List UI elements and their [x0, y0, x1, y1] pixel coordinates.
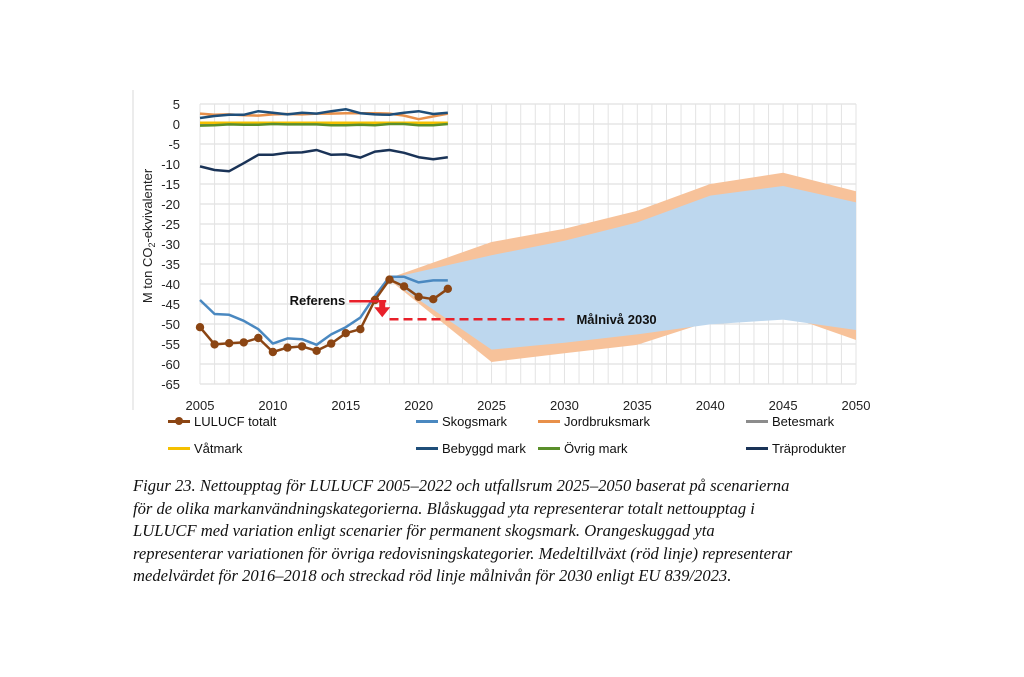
caption-line-1: Figur 23. Nettoupptag för LULUCF 2005–20…: [133, 476, 790, 495]
legend-label: Betesmark: [772, 414, 835, 429]
series-line-1: [199, 275, 448, 347]
x-tick-label: 2010: [258, 398, 287, 410]
y-axis-label: M ton CO2-ekvivalenter: [140, 168, 157, 303]
legend-swatch: [416, 420, 438, 423]
data-point: [297, 342, 307, 351]
chart: Målnivå 2030 Referens 5 0 -5 -10 -15 -20 -25 -3…: [132, 90, 871, 410]
red-down-arrow-icon: [374, 301, 391, 318]
y-axis: 5 0 -5 -10 -15 -20 -25 -30 -35 -40 -45 -50 -55 -60 -65: [161, 97, 180, 392]
data-point: [399, 282, 409, 291]
x-axis: 2005 2010 2015 2020 2025 2030 2035 2040 2045 2050: [186, 398, 871, 410]
x-tick-label: 2050: [842, 398, 871, 410]
y-tick-label: -55: [161, 337, 180, 352]
y-tick-label: -50: [161, 317, 180, 332]
legend-item: Övrig mark: [538, 441, 628, 456]
data-point: [239, 338, 248, 347]
legend-item: Betesmark: [746, 414, 834, 429]
x-tick-label: 2040: [696, 398, 725, 410]
legend-item: Bebyggd mark: [416, 441, 526, 456]
caption-line-4: representerar variationen för övriga red…: [133, 543, 793, 563]
data-point: [385, 275, 394, 284]
x-tick-label: 2045: [769, 398, 798, 410]
data-point: [341, 329, 350, 338]
y-tick-label: 5: [173, 97, 180, 112]
caption-line-3: LULUCF med variation enligt scenarier fö…: [133, 521, 715, 540]
legend-item: Jordbruksmark: [538, 414, 650, 429]
annotations: Målnivå 2030 Referens: [290, 293, 657, 327]
ylabel-sub: 2: [147, 243, 157, 248]
data-point: [268, 347, 278, 357]
legend-label: Träprodukter: [772, 441, 846, 456]
legend-marker-icon: [175, 417, 183, 425]
data-point: [224, 339, 234, 348]
series-line-5: [199, 107, 448, 120]
projection-bands: [389, 172, 856, 362]
malniva-2030-label: Målnivå 2030: [576, 312, 656, 327]
legend-item: Våtmark: [168, 441, 242, 456]
legend: LULUCF totalt Skogsmark Jordbruksmark Betes…: [168, 414, 868, 460]
series-line-7: [199, 148, 448, 173]
y-tick-label: -5: [168, 137, 180, 152]
legend-swatch: [168, 417, 190, 425]
y-tick-label: -15: [161, 177, 180, 192]
y-tick-label: -20: [161, 197, 180, 212]
legend-label: Övrig mark: [564, 441, 628, 456]
y-tick-label: -25: [161, 217, 180, 232]
ylabel-prefix: M ton CO: [140, 248, 155, 304]
data-point: [312, 346, 321, 355]
data-point: [210, 340, 219, 349]
data-point: [327, 339, 336, 348]
data-point: [429, 295, 438, 304]
caption-line-2: för de olika markanvändningskategorierna…: [133, 498, 755, 518]
legend-swatch: [746, 420, 768, 423]
y-tick-label: -65: [161, 377, 180, 392]
x-tick-label: 2030: [550, 398, 579, 410]
y-tick-label: -40: [161, 277, 180, 292]
data-point: [414, 292, 423, 301]
band-1: [389, 186, 856, 350]
y-tick-label: -35: [161, 257, 180, 272]
y-tick-label: -45: [161, 297, 180, 312]
caption-line-5: medelvärdet för 2016–2018 och streckad r…: [133, 566, 732, 585]
x-tick-label: 2020: [404, 398, 433, 410]
data-point: [356, 325, 365, 334]
legend-label: LULUCF totalt: [194, 414, 277, 429]
legend-swatch: [746, 447, 768, 450]
data-point: [443, 284, 453, 293]
series-line-0: [199, 278, 449, 354]
y-tick-label: -60: [161, 357, 180, 372]
legend-item: Träprodukter: [746, 441, 846, 456]
x-tick-label: 2005: [186, 398, 215, 410]
legend-swatch: [416, 447, 438, 450]
legend-swatch: [538, 447, 560, 450]
y-tick-label: 0: [173, 117, 180, 132]
legend-label: Skogsmark: [442, 414, 508, 429]
x-tick-label: 2015: [331, 398, 360, 410]
y-tick-label: -30: [161, 237, 180, 252]
x-tick-label: 2035: [623, 398, 652, 410]
data-point: [195, 323, 205, 332]
data-point: [283, 343, 292, 352]
legend-item: Skogsmark: [416, 414, 507, 429]
figure-caption: Figur 23. Nettoupptag för LULUCF 2005–20…: [133, 475, 893, 588]
series-lines: [195, 107, 453, 357]
legend-swatch: [538, 420, 560, 423]
data-point: [254, 333, 263, 343]
legend-label: Bebyggd mark: [442, 441, 526, 456]
series-line-6: [199, 122, 448, 127]
ylabel-suffix: -ekvivalenter: [140, 168, 155, 242]
legend-item: LULUCF totalt: [168, 414, 276, 429]
legend-swatch: [168, 447, 190, 450]
y-tick-label: -10: [161, 157, 180, 172]
x-tick-label: 2025: [477, 398, 506, 410]
legend-label: Jordbruksmark: [564, 414, 650, 429]
legend-label: Våtmark: [194, 441, 243, 456]
referens-label: Referens: [290, 293, 346, 308]
